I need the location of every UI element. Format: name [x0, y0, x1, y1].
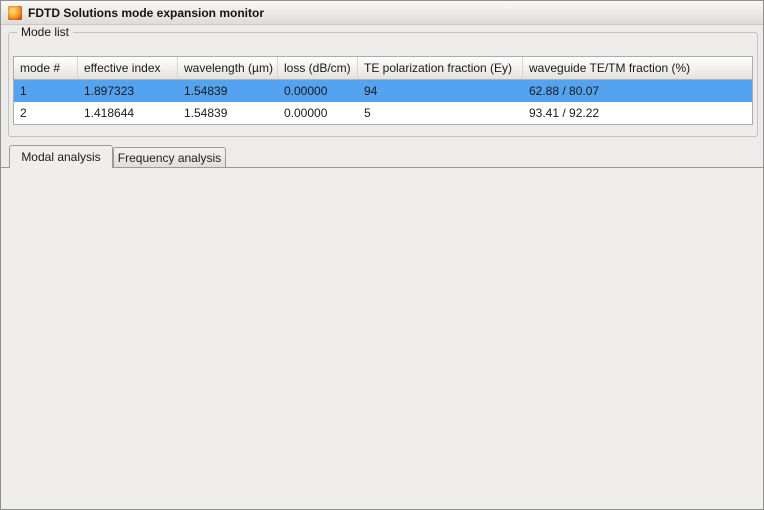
table-row-mode-1[interactable]: 1 1.897323 1.54839 0.00000 94 62.88 / 80…: [14, 80, 752, 102]
titlebar[interactable]: FDTD Solutions mode expansion monitor: [1, 1, 763, 25]
mode-table-header-row: mode # effective index wavelength (µm) l…: [14, 57, 752, 80]
window-title: FDTD Solutions mode expansion monitor: [28, 5, 265, 20]
column-header-te-fraction[interactable]: TE polarization fraction (Ey): [358, 57, 523, 80]
app-icon: [8, 5, 22, 20]
cell-te-fraction: 94: [364, 84, 378, 98]
mode-list-group: Mode list: [8, 25, 758, 137]
cell-te-fraction: 5: [364, 106, 371, 120]
cell-waveguide-fraction: 62.88 / 80.07: [529, 84, 600, 98]
mode-table: mode # effective index wavelength (µm) l…: [13, 56, 753, 125]
column-header-loss[interactable]: loss (dB/cm): [278, 57, 358, 80]
cell-effective-index: 1.897323: [84, 84, 135, 98]
cell-mode: 2: [20, 106, 27, 120]
column-header-waveguide-fraction[interactable]: waveguide TE/TM fraction (%): [523, 57, 752, 80]
cell-wavelength: 1.54839: [184, 106, 228, 120]
table-row-mode-2[interactable]: 2 1.418644 1.54839 0.00000 5 93.41 / 92.…: [14, 102, 752, 124]
column-header-effective-index[interactable]: effective index: [78, 57, 178, 80]
tab-frequency-analysis[interactable]: Frequency analysis: [113, 147, 226, 168]
column-header-mode[interactable]: mode #: [14, 57, 78, 80]
tab-modal-analysis[interactable]: Modal analysis: [9, 145, 113, 168]
column-header-wavelength[interactable]: wavelength (µm): [178, 57, 278, 80]
cell-mode: 1: [20, 84, 27, 98]
mode-list-group-label: Mode list: [17, 25, 74, 39]
cell-wavelength: 1.54839: [184, 84, 228, 98]
cell-waveguide-fraction: 93.41 / 92.22: [529, 106, 600, 120]
cell-loss: 0.00000: [284, 106, 328, 120]
cell-effective-index: 1.418644: [84, 106, 135, 120]
cell-loss: 0.00000: [284, 84, 328, 98]
modal-analysis-panel: [1, 167, 763, 509]
